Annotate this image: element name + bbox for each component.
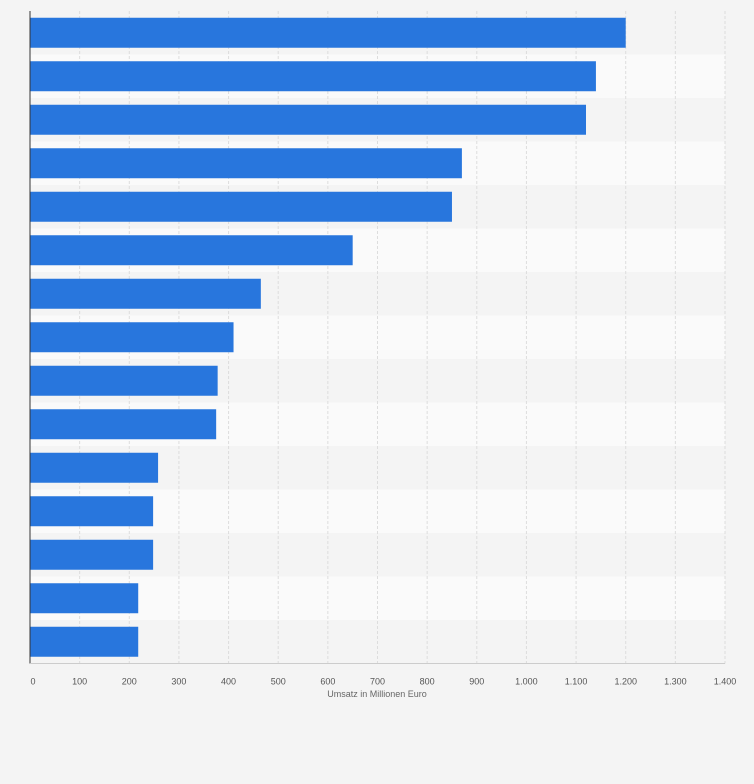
- x-tick-label: 900: [469, 677, 484, 687]
- x-tick-labels: 0 100 200 300 400 500 600 700 800 900 1.000 1.100 1.…: [30, 677, 736, 687]
- x-tick-label: 0: [30, 677, 35, 687]
- x-tick-label: 700: [370, 677, 385, 687]
- x-tick-label: 1.300: [664, 677, 687, 687]
- bars: [30, 17, 626, 657]
- bar: [30, 365, 218, 396]
- bar: [30, 583, 139, 614]
- x-tick-label: 800: [420, 677, 435, 687]
- bar: [30, 496, 154, 527]
- bar: [30, 235, 353, 266]
- bar: [30, 409, 217, 440]
- x-tick-label: 1.400: [714, 677, 737, 687]
- x-tick-label: 300: [171, 677, 186, 687]
- x-tick-label: 600: [320, 677, 335, 687]
- x-tick-label: 1.100: [565, 677, 588, 687]
- bar: [30, 322, 234, 353]
- x-tick-label: 100: [72, 677, 87, 687]
- x-tick-label: 1.200: [614, 677, 637, 687]
- bar: [30, 539, 154, 570]
- bar: [30, 17, 626, 48]
- bar: [30, 278, 261, 309]
- x-tick-label: 400: [221, 677, 236, 687]
- x-axis-label: Umsatz in Millionen Euro: [327, 689, 427, 699]
- bar: [30, 452, 159, 483]
- x-tick-label: 1.000: [515, 677, 538, 687]
- bar: [30, 104, 586, 135]
- x-tick-label: 200: [122, 677, 137, 687]
- bar: [30, 148, 462, 179]
- bar: [30, 61, 596, 92]
- x-axis: [29, 11, 725, 664]
- bar: [30, 191, 452, 222]
- bar: [30, 626, 139, 657]
- x-tick-label: 500: [271, 677, 286, 687]
